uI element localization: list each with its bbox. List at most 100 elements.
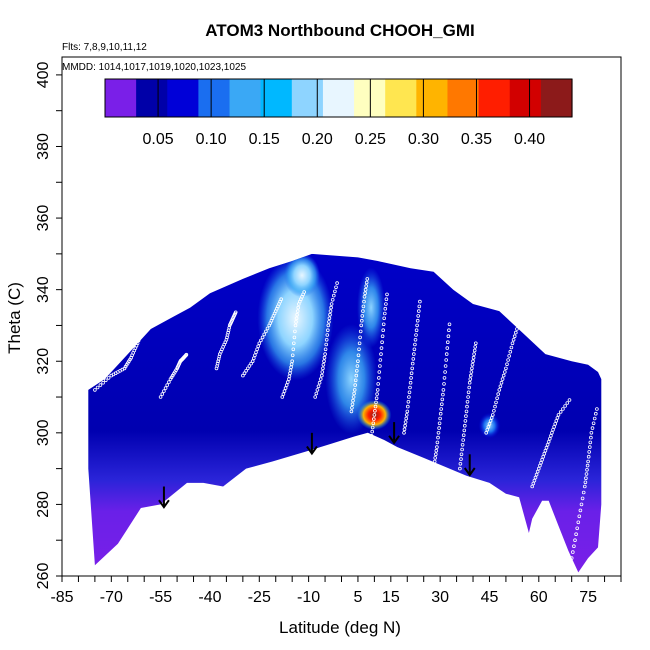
track-point [578, 508, 583, 513]
track-point [254, 350, 258, 355]
track-point [473, 345, 478, 349]
track-point [364, 284, 369, 288]
track-point [364, 280, 369, 285]
track-point [380, 334, 385, 339]
track-point [329, 305, 333, 310]
track-point [556, 413, 561, 417]
colorbar-swatch [385, 79, 417, 117]
track-point [328, 312, 332, 317]
track-point [313, 395, 318, 399]
colorbar-tick-label: 0.40 [514, 131, 545, 148]
track-point [408, 380, 413, 385]
track-point [317, 380, 322, 385]
midlatitude-plume-core [284, 253, 321, 298]
colorbar-swatch [478, 79, 511, 117]
track-point [357, 341, 362, 346]
track-point [563, 404, 567, 408]
track-point [382, 311, 387, 316]
track-point [292, 335, 297, 340]
track-point [281, 392, 286, 396]
x-tick-label: 45 [481, 589, 499, 606]
track-point [472, 348, 477, 353]
track-point [490, 413, 495, 417]
track-point [370, 429, 375, 434]
track-point [589, 430, 594, 435]
track-point [359, 318, 364, 323]
track-point [315, 388, 320, 392]
track-point [321, 366, 325, 371]
track-point [376, 382, 381, 386]
track-point [375, 392, 379, 396]
track-point [586, 459, 590, 464]
track-point [472, 352, 476, 356]
track-point [539, 460, 543, 465]
track-point [374, 400, 378, 405]
track-point [379, 346, 384, 350]
track-point [433, 456, 438, 460]
track-point [320, 370, 325, 374]
track-point [592, 416, 597, 421]
track-point [551, 427, 555, 432]
flight-tracks [93, 277, 599, 560]
track-point [283, 386, 288, 390]
track-point [533, 475, 538, 480]
colorbar-tick-label: 0.35 [461, 131, 492, 148]
track-point [246, 366, 250, 371]
track-point [486, 425, 491, 429]
track-point [462, 423, 467, 428]
track-point [323, 347, 328, 352]
track-point [509, 345, 514, 350]
track-point [468, 373, 473, 378]
track-point [319, 373, 324, 378]
track-point [501, 373, 506, 378]
y-tick-label: 360 [35, 205, 52, 232]
track-point [381, 328, 386, 333]
track-point [167, 380, 171, 384]
colorbar-swatch [509, 79, 542, 117]
track-point [464, 409, 469, 414]
track-point [461, 433, 466, 438]
dates-subtitle: MMDD: 1014,1017,1019,1020,1023,1025 [62, 62, 246, 73]
track-point [590, 426, 595, 430]
x-tick-label: -40 [198, 589, 221, 606]
track-point [470, 362, 475, 367]
track-point [290, 359, 295, 364]
colorbar-swatch [322, 79, 355, 117]
track-point [555, 416, 560, 420]
track-point [184, 352, 189, 357]
track-point [549, 433, 553, 438]
track-point [574, 532, 578, 536]
track-point [445, 346, 450, 350]
track-point [403, 423, 407, 428]
track-point [291, 347, 296, 352]
track-point [496, 392, 501, 396]
track-point [369, 433, 374, 438]
track-point [506, 358, 510, 362]
track-point [444, 352, 449, 356]
track-point [412, 347, 417, 352]
track-point [441, 392, 445, 397]
track-point [325, 328, 330, 333]
track-point [416, 309, 421, 313]
track-point [569, 556, 574, 560]
track-point [327, 320, 331, 324]
track-point [371, 417, 376, 421]
track-point [381, 322, 386, 327]
track-point [438, 411, 443, 416]
track-point [436, 430, 441, 435]
track-point [485, 427, 490, 432]
x-tick-label: -55 [149, 589, 172, 606]
track-point [546, 439, 551, 444]
track-point [314, 391, 319, 396]
colorbar-swatch [291, 79, 324, 117]
track-point [530, 484, 534, 489]
track-point [585, 463, 590, 468]
track-point [580, 496, 585, 501]
track-point [293, 329, 297, 334]
track-point [565, 401, 570, 405]
track-point [432, 463, 436, 467]
track-point [532, 478, 537, 483]
track-point [370, 425, 375, 430]
track-point [296, 305, 301, 310]
track-point [331, 293, 336, 298]
